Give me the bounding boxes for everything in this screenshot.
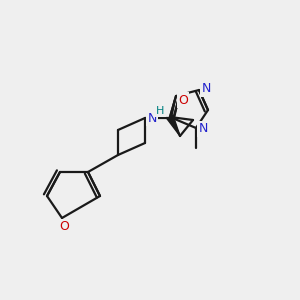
Text: O: O [59,220,69,233]
Text: N: N [198,122,208,136]
Text: O: O [178,94,188,106]
Text: H: H [156,106,164,116]
Text: N: N [147,112,157,124]
Polygon shape [167,116,180,136]
Text: N: N [201,82,211,95]
